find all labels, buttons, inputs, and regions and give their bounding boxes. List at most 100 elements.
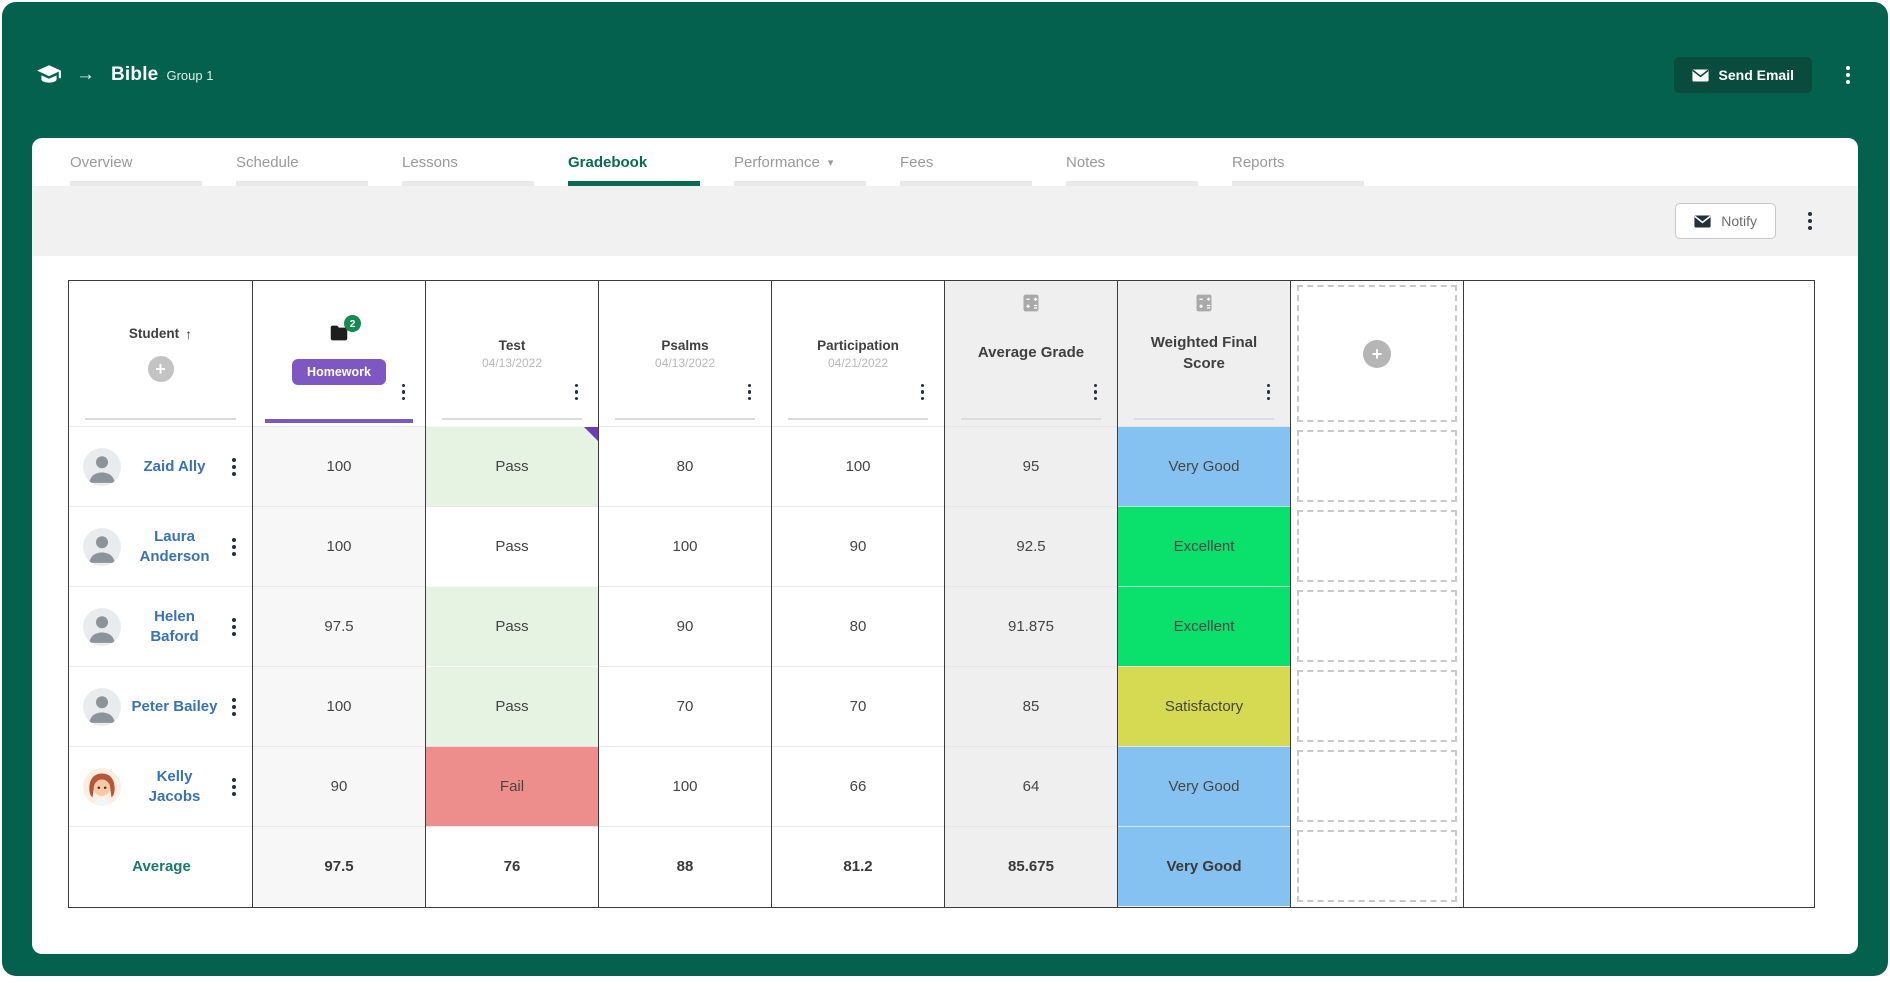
assignment-pill-homework[interactable]: Homework (292, 359, 386, 385)
average-grade-value: 81.2 (843, 858, 873, 875)
student-name-link[interactable]: Kelly Jacobs (148, 768, 201, 805)
add-assignment-placeholder[interactable] (1297, 750, 1457, 822)
average-grade-value: 76 (503, 858, 521, 875)
grade-cell[interactable]: 100 (253, 506, 425, 586)
average-grade-cell: Very Good (1118, 826, 1290, 906)
column-kebab-menu[interactable] (571, 380, 583, 405)
student-name-link[interactable]: Helen Baford (150, 608, 199, 645)
student-row-kebab-menu[interactable] (228, 454, 240, 480)
notify-button[interactable]: Notify (1675, 203, 1776, 239)
student-row-kebab-menu[interactable] (228, 534, 240, 560)
student-name-link[interactable]: Zaid Ally (143, 457, 206, 475)
topbar-kebab-menu[interactable] (1842, 62, 1854, 88)
grade-cell[interactable]: 80 (772, 586, 944, 666)
grade-cell[interactable]: 100 (253, 666, 425, 746)
assignment-folder[interactable]: 2 (326, 315, 361, 349)
tab-underline (402, 181, 534, 186)
page-title: Bible (111, 64, 159, 85)
tab-gradebook[interactable]: Gradebook (568, 138, 734, 186)
tab-schedule[interactable]: Schedule (236, 138, 402, 186)
grade-value: Excellent (1173, 538, 1235, 555)
student-column-header: Student ↑ + (69, 281, 252, 426)
add-assignment-placeholder[interactable] (1297, 670, 1457, 742)
send-email-button[interactable]: Send Email (1673, 57, 1812, 93)
column-header-test: Test 04/13/2022 (426, 281, 598, 426)
average-grade-value: 88 (676, 858, 694, 875)
column-kebab-menu[interactable] (398, 380, 410, 405)
grade-cell[interactable]: 66 (772, 746, 944, 826)
student-row-kebab-menu[interactable] (228, 774, 240, 800)
tab-overview[interactable]: Overview (70, 138, 236, 186)
calculator-icon (1023, 294, 1039, 312)
add-assignment-placeholder[interactable] (1297, 510, 1457, 582)
tab-notes[interactable]: Notes (1066, 138, 1232, 186)
grade-cell[interactable]: 70 (772, 666, 944, 746)
add-assignment-header-cell: + (1291, 281, 1463, 426)
grade-cell[interactable]: 90 (599, 586, 771, 666)
column-weighted-final-score: Weighted Final Score Very Good Excellent Ex… (1118, 281, 1291, 907)
grade-cell[interactable]: Fail (426, 746, 598, 826)
grade-cell[interactable]: 70 (599, 666, 771, 746)
grade-cell[interactable]: 97.5 (253, 586, 425, 666)
student-name-link[interactable]: Laura Anderson (139, 528, 210, 565)
column-kebab-menu[interactable] (917, 380, 929, 405)
add-assignment-row-cell (1291, 826, 1463, 906)
column-label: Weighted Final Score (1150, 334, 1258, 372)
grade-value: 92.5 (1016, 538, 1046, 555)
add-student-button[interactable]: + (147, 355, 174, 382)
add-assignment-placeholder[interactable] (1297, 590, 1457, 662)
grade-cell[interactable]: 90 (253, 746, 425, 826)
graduation-cap-icon[interactable] (36, 62, 62, 88)
grade-cell[interactable]: 90 (772, 506, 944, 586)
grade-cell[interactable]: Satisfactory (1118, 666, 1290, 746)
sort-ascending-icon[interactable]: ↑ (185, 325, 193, 342)
tab-reports[interactable]: Reports (1232, 138, 1398, 186)
average-grade-value: 85.675 (1008, 858, 1054, 875)
tab-lessons[interactable]: Lessons (402, 138, 568, 186)
grade-cell[interactable]: 100 (253, 426, 425, 506)
grade-cell[interactable]: 100 (772, 426, 944, 506)
grade-cell[interactable]: 92.5 (945, 506, 1117, 586)
grade-cell[interactable]: 95 (945, 426, 1117, 506)
column-header-weighted-final-score: Weighted Final Score (1118, 281, 1290, 426)
grade-cell[interactable]: 91.875 (945, 586, 1117, 666)
add-assignment-placeholder[interactable] (1297, 430, 1457, 502)
column-kebab-menu[interactable] (744, 380, 756, 405)
grade-cell[interactable]: 80 (599, 426, 771, 506)
grade-value: Pass (495, 698, 529, 715)
header-underline (615, 418, 755, 420)
student-name-link[interactable]: Peter Bailey (131, 697, 218, 715)
grade-cell[interactable]: 100 (599, 746, 771, 826)
student-row-peter-bailey: Peter Bailey (69, 666, 252, 746)
grade-cell[interactable]: Pass (426, 586, 598, 666)
column-homework: 2 Homework 100 100 97.5 100 90 97.5 (253, 281, 426, 907)
grade-cell[interactable]: Very Good (1118, 426, 1290, 506)
grade-value: 100 (326, 538, 352, 555)
grade-cell[interactable]: 85 (945, 666, 1117, 746)
add-assignment-dropzone[interactable]: + (1297, 285, 1457, 422)
toolbar-kebab-menu[interactable] (1804, 208, 1816, 234)
grade-cell[interactable]: Pass (426, 506, 598, 586)
column-kebab-menu[interactable] (1263, 380, 1275, 405)
grade-cell[interactable]: Excellent (1118, 586, 1290, 666)
avatar (83, 527, 121, 566)
grade-cell[interactable]: Very Good (1118, 746, 1290, 826)
add-assignment-button[interactable]: + (1363, 339, 1391, 368)
grade-cell[interactable]: 64 (945, 746, 1117, 826)
grade-cell[interactable]: 100 (599, 506, 771, 586)
grade-value: Very Good (1168, 778, 1240, 795)
student-row-kelly-jacobs: Kelly Jacobs (69, 746, 252, 826)
tab-fees[interactable]: Fees (900, 138, 1066, 186)
column-kebab-menu[interactable] (1090, 380, 1102, 405)
tab-performance[interactable]: Performance ▾ (734, 138, 900, 186)
add-assignment-placeholder[interactable] (1297, 830, 1457, 902)
student-row-kebab-menu[interactable] (228, 694, 240, 720)
header-underline (442, 418, 582, 420)
student-row-kebab-menu[interactable] (228, 614, 240, 640)
add-assignment-row-cell (1291, 586, 1463, 666)
grade-cell[interactable]: Pass (426, 426, 598, 506)
grade-cell[interactable]: Excellent (1118, 506, 1290, 586)
student-avatar (83, 607, 121, 646)
grade-value: 80 (849, 618, 867, 635)
grade-cell[interactable]: Pass (426, 666, 598, 746)
